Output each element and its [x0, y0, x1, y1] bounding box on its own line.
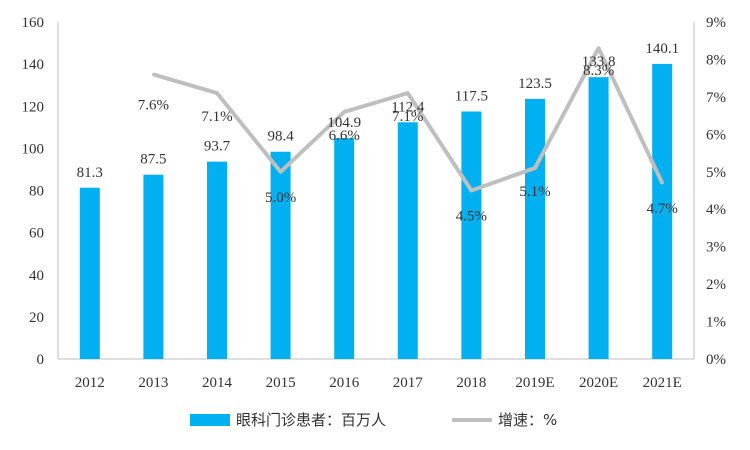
y-left-tick-label: 120	[22, 99, 45, 115]
growth-point	[597, 46, 601, 50]
growth-point	[151, 72, 155, 76]
y-left-tick-label: 20	[29, 310, 44, 326]
growth-point	[660, 181, 664, 185]
bar	[143, 174, 164, 359]
x-tick-label: 2015	[266, 375, 296, 391]
bar-value-label: 123.5	[518, 76, 552, 92]
bar	[461, 111, 482, 359]
legend-bar-label: 眼科门诊患者：百万人	[236, 411, 386, 429]
growth-value-label: 7.1%	[201, 109, 232, 125]
growth-point	[279, 170, 283, 174]
growth-value-label: 7.1%	[392, 109, 423, 125]
legend: 眼科门诊患者：百万人 增速：%	[190, 411, 557, 429]
y-right-tick-label: 5%	[706, 165, 726, 181]
axes: 0 20 40 60 80 100 120 140 160 0% 1% 2% 3% 4% 5% 6% 7% 8% 9…	[22, 15, 727, 391]
growth-point	[469, 189, 473, 192]
y-left-tick-label: 160	[22, 15, 45, 31]
x-tick-label: 2016	[329, 375, 360, 391]
x-tick-label: 2020E	[579, 375, 618, 391]
growth-point	[533, 166, 537, 170]
y-right-tick-label: 3%	[706, 240, 726, 256]
legend-bar-swatch	[190, 414, 230, 426]
data-labels: 81.3 87.5 93.7 98.4 104.9 112.4 117.5 123.5 133.…	[77, 41, 679, 225]
x-tick-label: 2019E	[515, 375, 554, 391]
bar-value-label: 140.1	[645, 41, 679, 57]
y-left-tick-label: 60	[29, 226, 44, 242]
y-right-tick-label: 4%	[706, 202, 726, 218]
bar	[525, 98, 545, 360]
growth-value-label: 6.6%	[329, 128, 360, 144]
y-left-tick-label: 0	[37, 352, 45, 368]
bar	[79, 187, 100, 359]
bar-value-label: 93.7	[204, 139, 231, 155]
growth-value-label: 5.1%	[519, 184, 550, 200]
growth-point	[342, 110, 346, 114]
growth-value-label: 5.0%	[265, 190, 296, 206]
growth-value-label: 8.3%	[583, 63, 614, 79]
growth-value-label: 4.7%	[647, 201, 678, 217]
x-tick-label: 2012	[75, 375, 105, 391]
y-right-tick-label: 9%	[706, 15, 726, 31]
bar	[652, 63, 673, 360]
y-left-tick-label: 80	[29, 184, 44, 200]
bar	[397, 122, 418, 359]
y-left-tick-label: 100	[22, 141, 45, 157]
bar-series	[79, 63, 673, 360]
bar-value-label: 98.4	[267, 129, 294, 145]
growth-value-label: 4.5%	[456, 209, 487, 225]
bar-value-label: 112.4	[391, 99, 425, 115]
y-right-tick-label: 0%	[706, 352, 726, 368]
bar-value-label: 133.8	[582, 54, 616, 70]
x-tick-label: 2013	[138, 375, 168, 391]
x-tick-label: 2014	[202, 375, 233, 391]
bar-value-label: 104.9	[327, 115, 361, 131]
bar	[270, 151, 291, 359]
bar-value-label: 117.5	[455, 89, 488, 105]
y-right-tick-label: 1%	[706, 315, 726, 331]
bar	[207, 161, 227, 359]
y-right-tick-label: 2%	[706, 277, 726, 293]
bar	[588, 77, 609, 359]
y-right-tick-label: 6%	[706, 127, 726, 143]
y-left-tick-label: 140	[22, 57, 45, 73]
y-right-tick-label: 8%	[706, 52, 726, 68]
growth-point	[215, 91, 219, 95]
bar-value-label: 87.5	[140, 152, 166, 168]
x-tick-label: 2021E	[643, 375, 682, 391]
legend-line-label: 增速：%	[498, 411, 557, 429]
y-left-tick-label: 40	[29, 268, 44, 284]
line-series	[151, 46, 665, 193]
bar-value-label: 81.3	[77, 165, 103, 181]
x-tick-label: 2018	[456, 375, 486, 391]
x-tick-label: 2017	[393, 375, 424, 391]
growth-value-label: 7.6%	[138, 97, 169, 113]
growth-point	[406, 91, 410, 95]
y-right-tick-label: 7%	[706, 90, 726, 106]
bar	[334, 138, 355, 359]
